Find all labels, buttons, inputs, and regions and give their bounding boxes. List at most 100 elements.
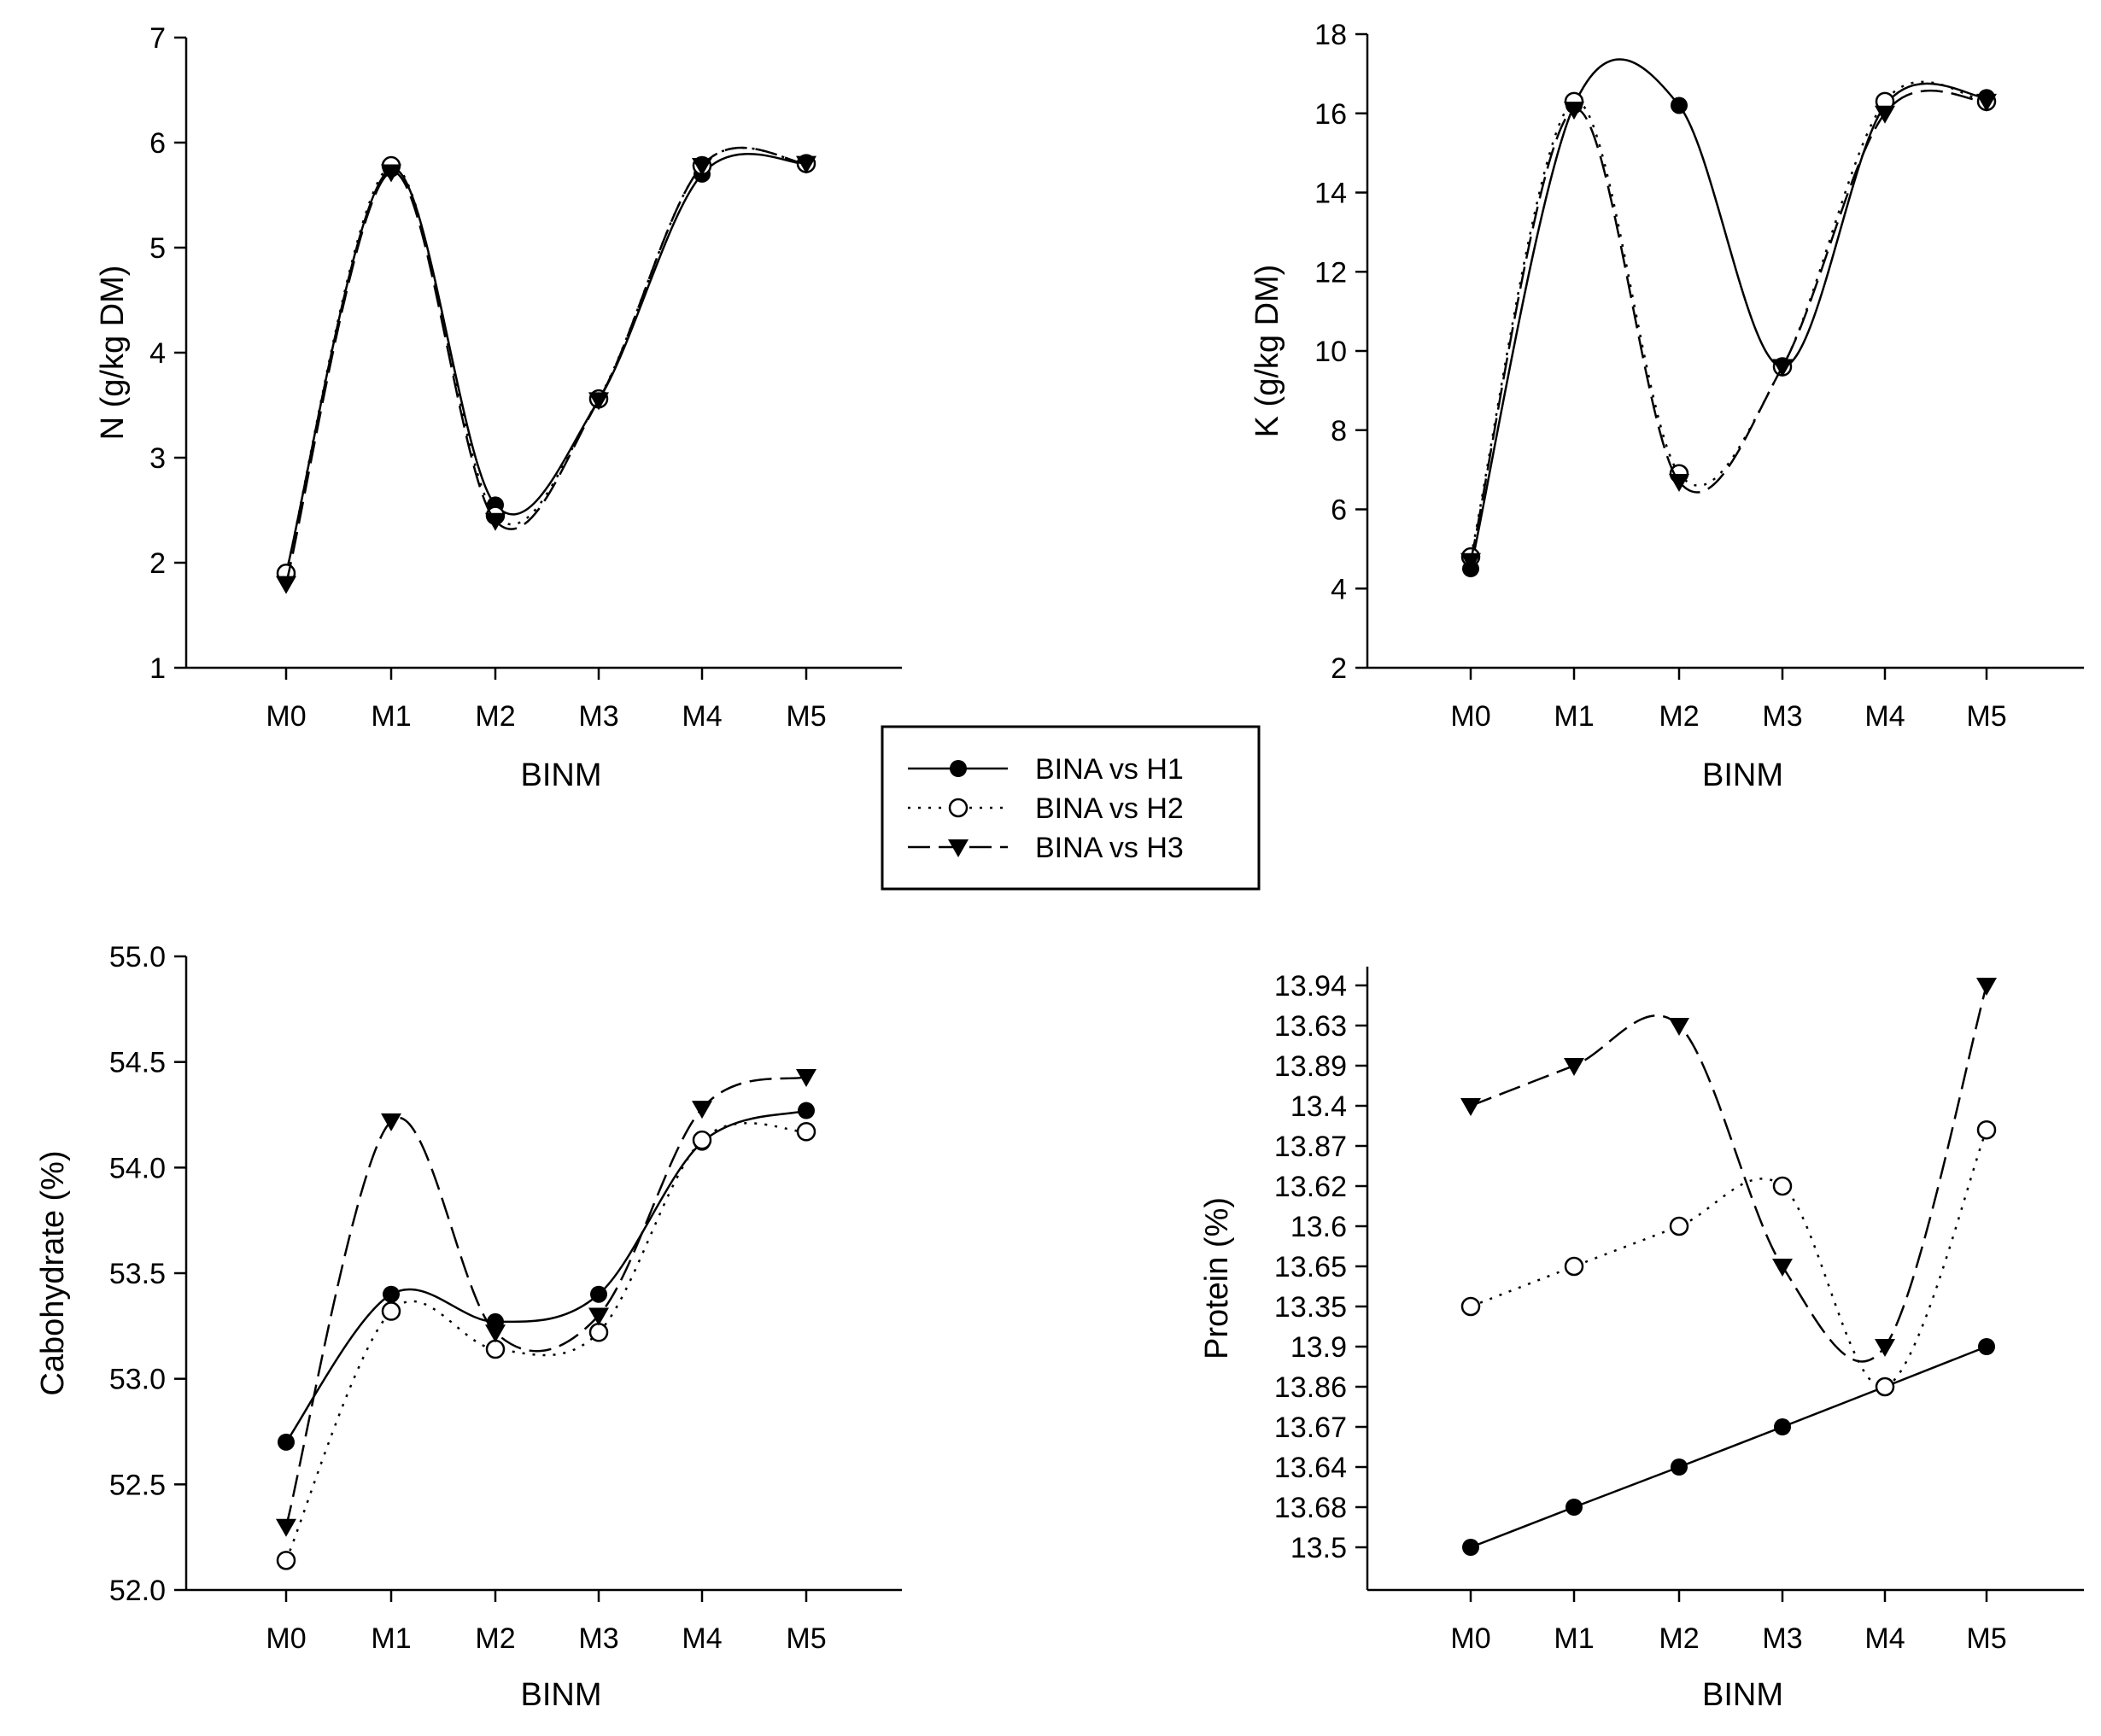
data-point-series-3	[692, 1101, 712, 1119]
y-tick-label: 13.65	[1274, 1251, 1347, 1283]
legend-box	[881, 725, 1261, 891]
x-tick-label: M2	[1659, 700, 1699, 733]
series-line-2	[284, 147, 807, 574]
legend-label-2: BINA vs H2	[1035, 792, 1184, 825]
y-tick-label: 13.68	[1274, 1492, 1347, 1524]
y-tick-label: 3	[149, 442, 166, 475]
x-tick-label: M0	[266, 1622, 306, 1655]
x-tick-label: M3	[1762, 1622, 1802, 1655]
series-line-1	[1469, 58, 1987, 570]
series-line-2	[284, 1122, 807, 1561]
x-tick-label: M1	[1554, 1622, 1594, 1655]
data-point-series-1	[1462, 1539, 1479, 1556]
data-point-series-3	[1564, 102, 1584, 120]
x-tick-label: M2	[475, 1622, 515, 1655]
data-point-series-3	[588, 1307, 609, 1326]
data-point-series-1	[1671, 96, 1688, 114]
data-point-series-2	[1669, 1216, 1689, 1236]
data-point-series-2	[1976, 1119, 1997, 1140]
data-point-series-1	[1774, 1418, 1791, 1435]
data-point-series-2	[485, 1339, 506, 1359]
x-tick-label: M0	[266, 700, 306, 733]
data-point-series-3	[1669, 474, 1689, 493]
x-tick-label: M5	[786, 1622, 826, 1655]
data-point-series-2	[588, 1323, 609, 1342]
data-point-series-1	[1671, 1458, 1688, 1476]
y-tick-label: 14	[1314, 178, 1347, 210]
x-axis-title: BINM	[1702, 757, 1783, 793]
y-tick-label: 13.94	[1274, 970, 1347, 1002]
legend-marker-2	[948, 798, 969, 818]
x-tick-label: M5	[786, 700, 826, 733]
data-point-series-3	[485, 512, 506, 531]
x-tick-label: M4	[1864, 700, 1905, 733]
data-point-series-3	[1976, 978, 1997, 996]
y-axis-title: Protein (%)	[1199, 1197, 1235, 1359]
x-tick-label: M0	[1450, 1622, 1490, 1655]
series-line-3	[1469, 89, 1987, 562]
data-point-series-3	[1460, 552, 1481, 571]
data-point-series-1	[383, 1285, 400, 1303]
data-point-series-3	[1460, 1098, 1481, 1116]
data-point-series-3	[796, 155, 816, 174]
x-tick-label: M1	[371, 1622, 411, 1655]
series-line-1	[284, 1109, 807, 1443]
data-point-series-2	[276, 1551, 296, 1570]
data-point-series-2	[796, 1122, 816, 1142]
x-tick-label: M2	[475, 700, 515, 733]
y-tick-label: 52.5	[109, 1469, 166, 1501]
data-point-series-2	[1564, 1256, 1584, 1277]
y-tick-label: 13.6	[1290, 1211, 1347, 1243]
data-point-series-2	[1460, 1296, 1481, 1317]
y-tick-label: 13.63	[1274, 1010, 1347, 1043]
data-point-series-1	[278, 1433, 295, 1451]
x-axis-title: BINM	[1702, 1677, 1783, 1713]
y-tick-label: 54.0	[109, 1152, 166, 1184]
data-point-series-3	[1875, 105, 1895, 124]
x-tick-label: M3	[578, 1622, 618, 1655]
y-tick-label: 53.0	[109, 1364, 166, 1396]
data-point-series-3	[381, 1113, 401, 1131]
y-tick-label: 10	[1314, 336, 1347, 368]
legend-marker-3	[948, 839, 969, 857]
data-point-series-3	[1669, 1018, 1689, 1036]
y-tick-label: 13.9	[1290, 1331, 1347, 1364]
y-tick-label: 8	[1331, 415, 1347, 447]
y-tick-label: 2	[149, 547, 166, 580]
y-tick-label: 4	[149, 337, 166, 370]
y-tick-label: 6	[1331, 494, 1347, 527]
y-tick-label: 13.86	[1274, 1371, 1347, 1404]
chart-protein: 13.5 13.68 13.64 13.67 13.86 13.9 13.35 13.65 13…	[1199, 967, 2084, 1713]
x-tick-label: M4	[682, 1622, 722, 1655]
y-tick-label: 13.64	[1274, 1452, 1347, 1484]
series-line-3	[1470, 985, 1988, 1363]
y-tick-label: 13.35	[1274, 1291, 1347, 1324]
series-line-2	[1469, 80, 1987, 558]
x-tick-label: M0	[1450, 700, 1490, 733]
data-point-series-2	[1875, 1377, 1895, 1397]
x-axis-title: BINM	[521, 757, 602, 793]
y-tick-label: 7	[149, 22, 166, 55]
y-tick-label: 1	[149, 652, 166, 685]
y-tick-label: 6	[149, 127, 166, 160]
y-axis-title: N (g/kg DM)	[95, 266, 131, 441]
data-point-series-3	[1976, 93, 1997, 112]
data-point-series-1	[798, 1102, 815, 1119]
y-tick-label: 12	[1314, 256, 1347, 289]
legend: BINA vs H1 BINA vs H2 BINA vs H3	[881, 725, 1261, 891]
series-line-3	[284, 146, 807, 584]
x-tick-label: M5	[1966, 700, 2006, 733]
data-point-series-3	[1875, 1339, 1895, 1357]
data-point-series-1	[1566, 1499, 1583, 1516]
y-tick-label: 54.5	[109, 1047, 166, 1079]
data-point-series-3	[692, 158, 712, 177]
x-tick-label: M3	[578, 700, 618, 733]
series-line-1	[1470, 1345, 1987, 1549]
legend-marker-1	[950, 760, 967, 777]
chart-carbohydrate: 52.0 52.5 53.0 53.5 54.0 54.5 55.0 M0 M1 M2 M3 M4 M5…	[35, 941, 902, 1713]
y-tick-label: 53.5	[109, 1258, 166, 1290]
chart-k: 2 4 6 8 10 12 14 16 18 M0 M1 M2 M3 M4 M5 BINM K (g/kg DM…	[1249, 19, 2084, 793]
data-point-series-3	[276, 576, 296, 594]
x-tick-label: M1	[371, 700, 411, 733]
